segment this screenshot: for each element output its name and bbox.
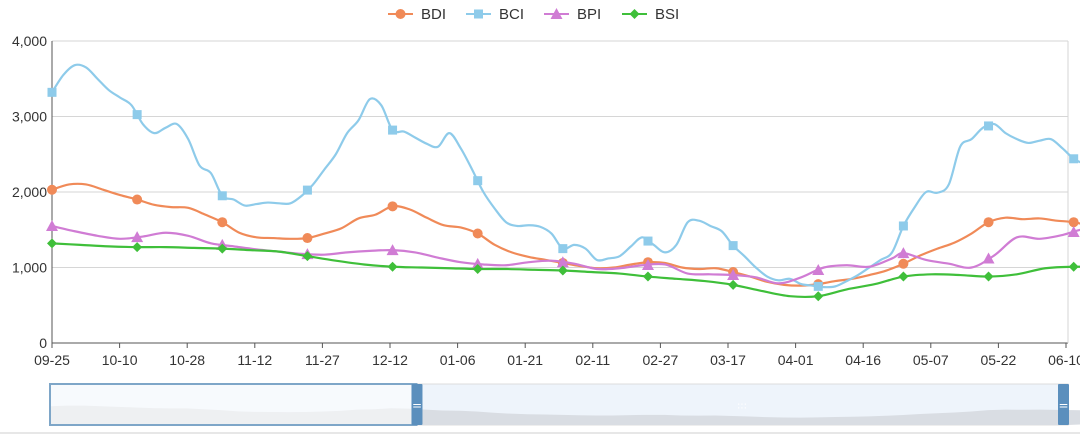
data-point-bpi <box>556 256 569 268</box>
slider-center-grip[interactable]: ::: <box>737 401 747 412</box>
data-point-bci <box>898 221 908 231</box>
data-point-bdi <box>132 194 143 205</box>
legend-label: BPI <box>577 6 601 23</box>
data-point-bpi <box>641 259 654 271</box>
slider-handle-left-bar[interactable] <box>411 384 423 425</box>
data-point-bci <box>984 121 994 131</box>
x-tick-label: 03-17 <box>710 352 746 368</box>
legend-item-bpi[interactable]: BPI <box>544 6 601 23</box>
legend-symbol-bsi <box>629 9 640 19</box>
data-point-bpi <box>812 263 825 275</box>
data-point-bsi <box>983 271 994 282</box>
data-point-bsi <box>132 242 143 253</box>
legend-symbol-bdi <box>395 9 406 19</box>
data-point-bsi <box>387 261 398 272</box>
x-tick-label: 04-16 <box>845 352 881 368</box>
x-tick-label: 04-01 <box>778 352 814 368</box>
series-layer <box>46 63 1080 302</box>
x-tick-label: 10-10 <box>102 352 138 368</box>
data-point-bci <box>728 241 738 251</box>
data-point-bdi <box>1068 217 1079 228</box>
data-zoom-slider[interactable]: = =::: <box>0 383 1080 434</box>
data-point-bpi <box>897 247 910 259</box>
grid-lines <box>52 40 1069 344</box>
data-point-bsi <box>472 264 483 275</box>
series-line-bci <box>51 63 1080 289</box>
data-point-bci <box>813 281 823 291</box>
data-point-bdi <box>983 217 994 228</box>
data-point-bsi <box>898 271 909 282</box>
data-point-bsi <box>1068 261 1079 272</box>
slider-handle-right[interactable]: = <box>1058 384 1069 425</box>
data-point-bci <box>217 191 227 201</box>
x-tick-label: 02-27 <box>642 352 678 368</box>
slider-selection[interactable] <box>49 383 418 426</box>
x-tick-label: 11-27 <box>305 352 340 368</box>
data-point-bdi <box>47 184 57 195</box>
x-tick-label: 05-07 <box>913 352 949 368</box>
data-point-bpi <box>46 219 58 231</box>
data-point-bsi <box>728 279 739 290</box>
x-tick-label: 11-12 <box>237 352 272 368</box>
data-point-bci <box>473 176 483 186</box>
data-point-bdi <box>302 233 313 244</box>
x-tick-label: 02-11 <box>575 352 610 368</box>
legend-label: BSI <box>655 6 679 23</box>
data-point-bpi <box>727 269 740 281</box>
legend[interactable]: BDI BCI BPI BSI <box>388 6 679 23</box>
y-axis: 0 1,000 2,000 3,000 4,000 <box>12 33 53 351</box>
data-point-bdi <box>387 201 398 212</box>
data-point-bpi <box>1067 226 1080 238</box>
x-tick-label: 06-10 <box>1048 352 1080 368</box>
y-tick-label: 1,000 <box>12 260 47 276</box>
data-point-bpi <box>982 252 995 264</box>
legend-item-bci[interactable]: BCI <box>466 6 524 23</box>
legend-symbol-bpi <box>550 8 563 19</box>
data-point-bdi <box>472 228 483 239</box>
series-bci <box>47 63 1080 291</box>
data-point-bsi <box>813 291 824 302</box>
x-tick-label: 09-25 <box>34 352 70 368</box>
series-bsi <box>47 238 1080 302</box>
legend-label: BDI <box>421 6 446 23</box>
data-point-bci <box>388 125 398 135</box>
x-tick-label: 01-21 <box>507 352 543 368</box>
legend-label: BCI <box>499 6 524 23</box>
series-line-bsi <box>51 242 1080 299</box>
data-point-bpi <box>386 244 399 256</box>
slider-handle-left-grip: = <box>412 399 422 413</box>
data-point-bdi <box>898 258 909 269</box>
y-tick-label: 0 <box>39 335 47 351</box>
x-tick-label: 01-06 <box>440 352 476 368</box>
data-point-bsi <box>642 271 653 282</box>
data-point-bsi <box>217 243 228 254</box>
data-point-bpi <box>131 231 144 243</box>
data-point-bci <box>47 87 57 97</box>
data-point-bsi <box>47 238 57 249</box>
data-point-bsi <box>302 251 313 262</box>
x-axis: 09-25 10-10 10-28 11-12 11-27 12-12 01-06 01-21… <box>34 343 1080 368</box>
data-point-bci <box>558 244 568 254</box>
legend-item-bdi[interactable]: BDI <box>388 6 446 23</box>
y-tick-label: 3,000 <box>12 109 47 125</box>
x-tick-label: 10-28 <box>169 352 205 368</box>
slider-handle-left[interactable]: = <box>411 384 423 425</box>
data-point-bdi <box>217 217 228 228</box>
y-tick-label: 4,000 <box>12 33 47 49</box>
legend-item-bsi[interactable]: BSI <box>622 6 679 23</box>
legend-symbol-bci <box>474 9 483 19</box>
data-point-bci <box>302 185 312 195</box>
slider-handle-right-grip: = <box>1058 399 1068 413</box>
data-point-bsi <box>557 265 568 276</box>
data-point-bci <box>132 110 142 120</box>
data-point-bci <box>1069 154 1079 164</box>
x-tick-label: 05-22 <box>980 352 1016 368</box>
x-tick-label: 12-12 <box>372 352 408 368</box>
data-point-bpi <box>471 257 484 269</box>
data-point-bci <box>643 236 653 246</box>
y-tick-label: 2,000 <box>12 184 47 200</box>
slider-handle-right-bar[interactable] <box>1058 384 1069 425</box>
